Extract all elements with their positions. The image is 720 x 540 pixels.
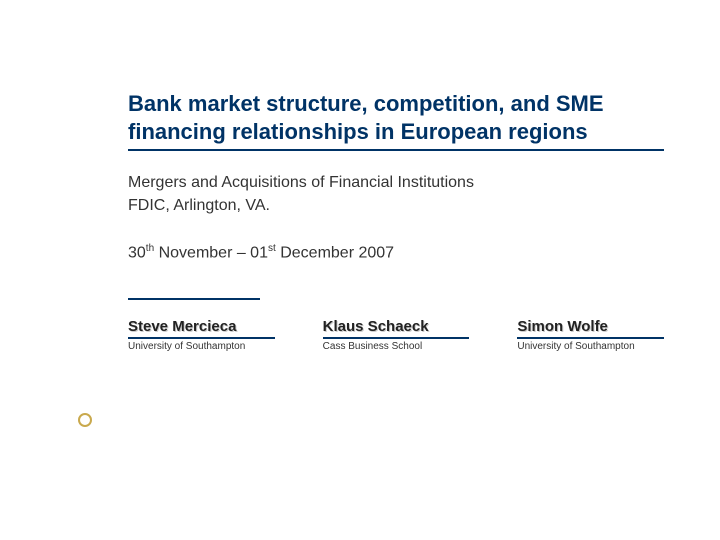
author-affiliation: University of Southampton: [517, 341, 664, 352]
section-divider: [128, 298, 260, 300]
slide: Bank market structure, competition, and …: [0, 0, 720, 540]
date-sup-2: st: [268, 243, 276, 254]
authors-row: Steve Mercieca University of Southampton…: [128, 318, 664, 352]
author-affiliation: Cass Business School: [323, 341, 470, 352]
author-affiliation: University of Southampton: [128, 341, 275, 352]
date-day-1: 30: [128, 244, 146, 261]
date-end: December 2007: [276, 244, 394, 261]
subtitle-line-1: Mergers and Acquisitions of Financial In…: [128, 173, 664, 194]
date-sup-1: th: [146, 243, 154, 254]
date-mid: November – 01: [154, 244, 268, 261]
author-name: Klaus Schaeck: [323, 318, 470, 339]
bullet-ring-icon: [78, 413, 92, 427]
author-block: Simon Wolfe University of Southampton: [517, 318, 664, 352]
author-block: Steve Mercieca University of Southampton: [128, 318, 275, 352]
author-name: Simon Wolfe: [517, 318, 664, 339]
author-name: Steve Mercieca: [128, 318, 275, 339]
date-line: 30th November – 01st December 2007: [128, 243, 664, 262]
slide-title: Bank market structure, competition, and …: [128, 90, 664, 151]
subtitle-line-2: FDIC, Arlington, VA.: [128, 196, 664, 217]
author-block: Klaus Schaeck Cass Business School: [323, 318, 470, 352]
